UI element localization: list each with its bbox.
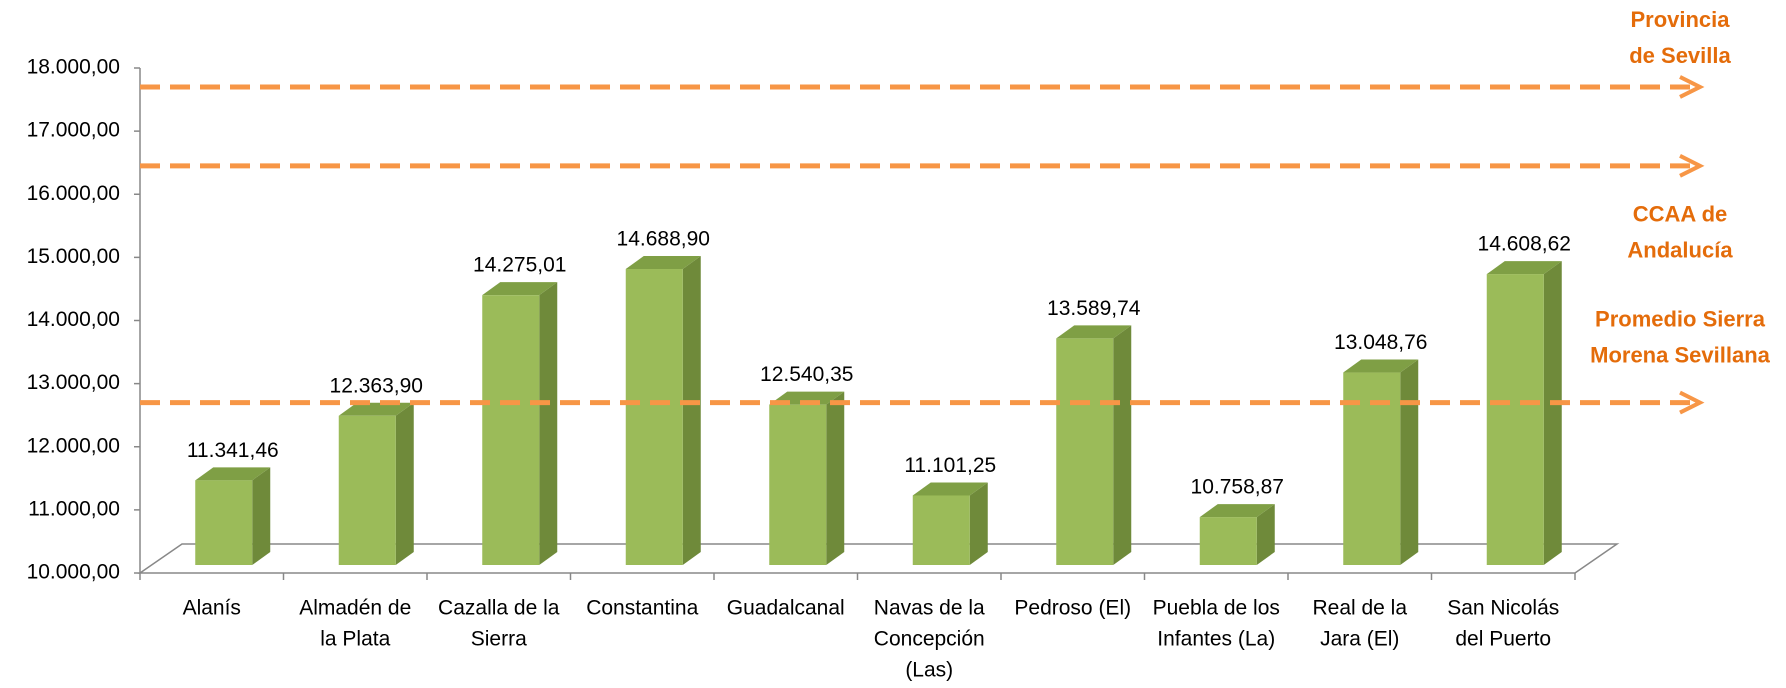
x-tick-label: Alanís	[183, 597, 241, 620]
bar-side	[682, 256, 701, 565]
x-tick-label: Guadalcanal	[727, 597, 845, 620]
bar	[1486, 274, 1544, 565]
y-tick-label: 15.000,00	[27, 245, 120, 268]
value-label: 14.688,90	[617, 228, 710, 251]
y-tick-label: 18.000,00	[27, 56, 120, 79]
bar-top	[912, 482, 988, 496]
bar-side	[1256, 504, 1275, 565]
y-tick-label: 10.000,00	[27, 561, 120, 584]
bar-side	[826, 391, 845, 565]
bar-side	[252, 467, 271, 565]
bar	[769, 404, 827, 565]
bar-side	[1543, 261, 1562, 565]
value-label: 14.608,62	[1478, 233, 1571, 256]
bar-top	[1056, 325, 1132, 339]
reference-label: Andalucía	[1627, 238, 1733, 263]
bar	[338, 415, 396, 565]
bar-side	[539, 282, 558, 565]
value-label: 13.589,74	[1047, 297, 1141, 320]
bar	[1199, 517, 1257, 565]
bar	[625, 269, 683, 565]
bar-top	[1199, 504, 1275, 518]
x-tick-label: (Las)	[905, 659, 953, 682]
value-label: 13.048,76	[1334, 331, 1427, 354]
y-tick-label: 14.000,00	[27, 308, 120, 331]
bar	[482, 295, 540, 565]
reference-arrow	[1679, 75, 1705, 99]
reference-label: Morena Sevillana	[1590, 342, 1771, 367]
x-tick-label: la Plata	[320, 628, 390, 651]
y-tick-label: 17.000,00	[27, 119, 120, 142]
x-tick-label: Constantina	[586, 597, 698, 620]
reference-arrow	[1679, 154, 1705, 178]
x-tick-label: Pedroso (El)	[1014, 597, 1131, 620]
y-tick-label: 11.000,00	[28, 497, 120, 520]
value-label: 11.101,25	[904, 454, 996, 477]
bar-side	[1113, 325, 1132, 565]
x-tick-label: Cazalla de la	[438, 597, 560, 620]
reference-label: Provincia	[1630, 7, 1730, 32]
bar-top	[625, 256, 701, 270]
x-tick-label: Sierra	[471, 628, 527, 651]
bar-side	[395, 402, 414, 565]
bar	[912, 495, 970, 565]
reference-label: CCAA de	[1633, 202, 1728, 227]
y-tick-label: 16.000,00	[27, 182, 120, 205]
bar	[1056, 338, 1114, 565]
x-tick-label: Almadén de	[299, 597, 411, 620]
y-tick-label: 13.000,00	[27, 371, 120, 394]
bar-side	[969, 482, 988, 565]
value-label: 14.275,01	[473, 254, 566, 277]
x-tick-label: Navas de la	[874, 597, 985, 620]
x-tick-label: Real de la	[1312, 597, 1407, 620]
reference-arrow	[1679, 390, 1705, 415]
x-tick-label: Puebla de los	[1153, 597, 1280, 620]
reference-label: de Sevilla	[1629, 43, 1731, 68]
x-tick-label: San Nicolás	[1447, 597, 1559, 620]
reference-label: Promedio Sierra	[1595, 306, 1766, 331]
bar-top	[1343, 359, 1419, 373]
value-label: 11.341,46	[187, 439, 279, 462]
value-label: 12.363,90	[330, 374, 423, 397]
x-tick-label: del Puerto	[1455, 628, 1551, 651]
floor	[137, 543, 1620, 574]
bar-side	[1400, 359, 1419, 565]
bar-top	[1486, 261, 1562, 275]
x-tick-label: Jara (El)	[1320, 628, 1399, 651]
bar-top	[338, 402, 414, 416]
y-tick-label: 12.000,00	[27, 434, 120, 457]
bar-top	[195, 467, 271, 481]
x-tick-label: Infantes (La)	[1157, 628, 1275, 651]
value-label: 12.540,35	[760, 363, 853, 386]
bar	[195, 480, 253, 565]
x-tick-label: Concepción	[874, 628, 985, 651]
value-label: 10.758,87	[1191, 476, 1284, 499]
bar-top	[482, 282, 558, 296]
